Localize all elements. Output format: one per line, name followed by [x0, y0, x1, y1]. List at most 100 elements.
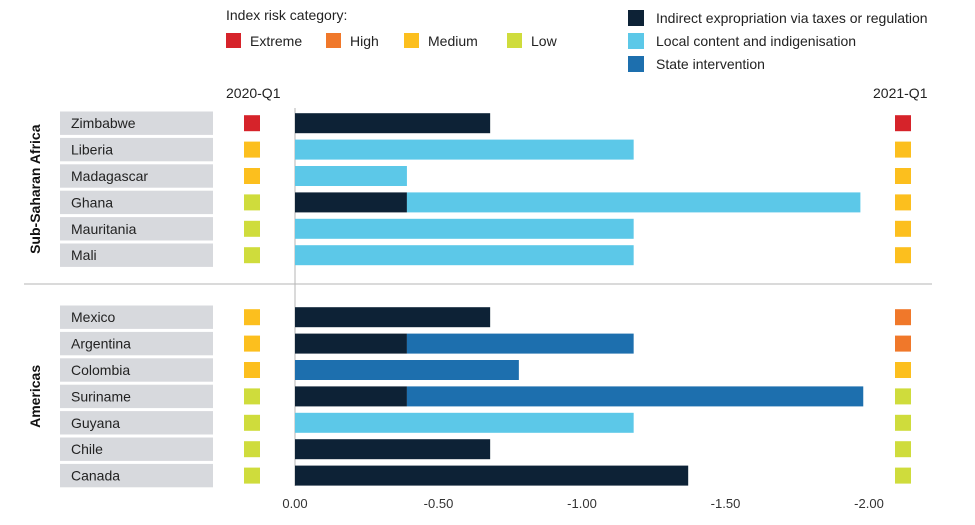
risk-legend-label-high: High: [350, 33, 379, 49]
risk-2021-marker-suriname: [895, 388, 911, 405]
country-label-mali: Mali: [71, 247, 97, 263]
country-label-bg-argentina: [60, 331, 213, 356]
country-label-suriname: Suriname: [71, 388, 131, 404]
series-legend: Indirect expropriation via taxes or regu…: [628, 10, 928, 72]
row-mexico: Mexico: [60, 305, 911, 329]
risk-2020-marker-mexico: [244, 309, 260, 326]
series-legend-swatch-indirect: [628, 10, 644, 26]
country-label-bg-mauritania: [60, 217, 213, 241]
country-label-chile: Chile: [71, 441, 103, 457]
row-madagascar: Madagascar: [60, 164, 911, 188]
x-tick-1-00: -1.00: [567, 496, 597, 511]
bar-guyana-local: [295, 412, 634, 433]
country-label-bg-ghana: [60, 190, 213, 215]
x-tick-0-50: -0.50: [424, 496, 454, 511]
bar-chile-indirect: [295, 439, 491, 460]
risk-2020-marker-liberia: [244, 141, 260, 158]
risk-2020-marker-guyana: [244, 414, 260, 431]
risk-2020-marker-mali: [244, 247, 260, 264]
series-legend-label-indirect: Indirect expropriation via taxes or regu…: [656, 10, 928, 26]
country-label-zimbabwe: Zimbabwe: [71, 115, 136, 131]
country-label-mexico: Mexico: [71, 309, 116, 325]
country-label-mauritania: Mauritania: [71, 221, 137, 237]
risk-2021-marker-mali: [895, 247, 911, 264]
risk-legend-label-medium: Medium: [428, 33, 478, 49]
country-label-bg-liberia: [60, 137, 213, 162]
bar-liberia-local: [295, 139, 634, 160]
bar-ghana-local: [406, 192, 861, 213]
risk-2021-marker-ghana: [895, 194, 911, 211]
risk-legend-label-low: Low: [531, 33, 558, 49]
bar-suriname-state: [406, 386, 864, 407]
country-label-argentina: Argentina: [71, 336, 131, 352]
risk-2021-marker-argentina: [895, 335, 911, 352]
row-colombia: Colombia: [60, 358, 911, 382]
bar-argentina-state: [406, 333, 634, 354]
risk-legend-swatch-high: [326, 33, 341, 48]
risk-2021-marker-madagascar: [895, 168, 911, 184]
row-zimbabwe: Zimbabwe: [60, 111, 911, 135]
series-legend-label-state: State intervention: [656, 56, 765, 72]
risk-2020-marker-zimbabwe: [244, 115, 260, 132]
country-label-bg-chile: [60, 437, 213, 461]
plot-area: Sub-Saharan Africa Zimbabwe Liberia Madagas…: [27, 111, 911, 488]
series-legend-label-local: Local content and indigenisation: [656, 33, 856, 49]
x-tick-2-00: -2.00: [854, 496, 884, 511]
risk-2020-marker-madagascar: [244, 168, 260, 184]
risk-2020-marker-mauritania: [244, 220, 260, 237]
row-suriname: Suriname: [60, 384, 911, 409]
period-labels: 2020-Q1 2021-Q1: [226, 85, 928, 101]
risk-2020-marker-ghana: [244, 194, 260, 211]
risk-legend-swatch-extreme: [226, 33, 241, 48]
bar-suriname-indirect: [295, 386, 407, 407]
x-tick-0-00: 0.00: [282, 496, 307, 511]
risk-2021-marker-mexico: [895, 309, 911, 326]
country-label-madagascar: Madagascar: [71, 168, 148, 184]
country-label-bg-zimbabwe: [60, 111, 213, 135]
country-label-bg-suriname: [60, 384, 213, 409]
risk-2021-marker-chile: [895, 441, 911, 458]
risk-legend-swatch-low: [507, 33, 522, 48]
risk-legend-title: Index risk category:: [226, 7, 347, 23]
bar-mauritania-local: [295, 218, 634, 239]
country-label-bg-madagascar: [60, 164, 213, 188]
series-legend-swatch-state: [628, 56, 644, 72]
country-label-ghana: Ghana: [71, 194, 113, 210]
bar-ghana-indirect: [295, 192, 407, 213]
country-label-colombia: Colombia: [71, 362, 130, 378]
row-canada: Canada: [60, 463, 911, 488]
country-label-bg-canada: [60, 463, 213, 488]
row-guyana: Guyana: [60, 411, 911, 435]
risk-2021-marker-liberia: [895, 141, 911, 158]
row-ghana: Ghana: [60, 190, 911, 215]
bar-zimbabwe-indirect: [295, 113, 491, 134]
bar-colombia-state: [295, 360, 519, 380]
row-chile: Chile: [60, 437, 911, 461]
risk-2021-marker-canada: [895, 467, 911, 484]
risk-2021-marker-zimbabwe: [895, 115, 911, 132]
row-mauritania: Mauritania: [60, 217, 911, 241]
period-end-label: 2021-Q1: [873, 85, 928, 101]
bar-canada-indirect: [295, 465, 689, 486]
country-label-bg-guyana: [60, 411, 213, 435]
period-start-label: 2020-Q1: [226, 85, 281, 101]
bar-mali-local: [295, 245, 634, 266]
risk-legend: Index risk category: Extreme High Medium Low: [226, 7, 558, 49]
country-label-guyana: Guyana: [71, 415, 120, 431]
risk-legend-label-extreme: Extreme: [250, 33, 302, 49]
country-label-bg-colombia: [60, 358, 213, 382]
country-label-bg-mexico: [60, 305, 213, 329]
x-axis-ticks: 0.00 -0.50 -1.00 -1.50 -2.00: [282, 496, 883, 511]
bar-madagascar-local: [295, 166, 407, 186]
risk-2020-marker-chile: [244, 441, 260, 458]
country-label-liberia: Liberia: [71, 142, 113, 158]
group-label-americas: Americas: [27, 365, 43, 428]
row-mali: Mali: [60, 243, 911, 267]
risk-2021-marker-guyana: [895, 414, 911, 431]
risk-2020-marker-argentina: [244, 335, 260, 352]
bar-argentina-indirect: [295, 333, 407, 354]
risk-2021-marker-mauritania: [895, 220, 911, 237]
country-label-bg-mali: [60, 243, 213, 267]
country-label-canada: Canada: [71, 468, 120, 484]
